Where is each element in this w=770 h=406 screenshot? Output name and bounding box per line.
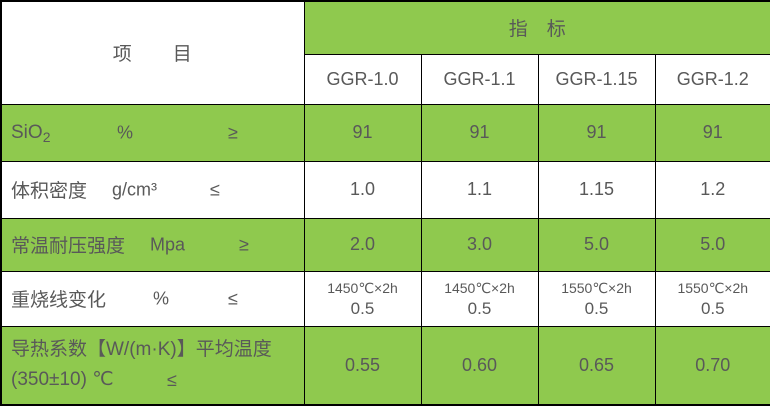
condition-text: 1450℃×2h xyxy=(305,279,421,298)
unit-label: Mpa xyxy=(150,234,185,255)
grade-header-ggr-1.15: GGR-1.15 xyxy=(538,54,655,104)
row-name: 重烧线变化 xyxy=(11,290,106,311)
value-cell: 1.1 xyxy=(421,161,538,218)
relation-symbol: ≤ xyxy=(210,179,220,200)
value-cell: 91 xyxy=(538,104,655,161)
value-cell: 1450℃×2h 0.5 xyxy=(421,271,538,326)
unit-label: % xyxy=(117,122,133,143)
value-cell: 1.15 xyxy=(538,161,655,218)
condition-value: 0.5 xyxy=(422,298,538,319)
value-cell: 1550℃×2h 0.5 xyxy=(655,271,770,326)
table-row-thermal-conductivity: 导热系数【W/(m·K)】平均温度 (350±10) ℃ ≤ 0.55 0.60… xyxy=(1,326,770,405)
value-cell: 91 xyxy=(304,104,421,161)
indicator-header-cell: 指 标 xyxy=(304,1,770,54)
value-cell: 5.0 xyxy=(655,218,770,271)
relation-symbol: ≤ xyxy=(167,365,177,395)
relation-symbol: ≤ xyxy=(228,288,238,309)
unit-label: % xyxy=(153,288,169,309)
unit-label: g/cm³ xyxy=(112,179,157,200)
grade-header-ggr-1.1: GGR-1.1 xyxy=(421,54,538,104)
relation-symbol: ≥ xyxy=(228,122,238,143)
value-cell: 0.55 xyxy=(304,326,421,405)
table-row-linear-change: 重烧线变化 % ≤ 1450℃×2h 0.5 1450℃×2h 0.5 1550… xyxy=(1,271,770,326)
value-cell: 3.0 xyxy=(421,218,538,271)
value-cell: 1.2 xyxy=(655,161,770,218)
row-name: SiO2 xyxy=(11,122,50,143)
condition-value: 0.5 xyxy=(656,298,770,319)
row-label-linear-change: 重烧线变化 % ≤ xyxy=(1,271,304,326)
value-cell: 1.0 xyxy=(304,161,421,218)
condition-text: 1450℃×2h xyxy=(422,279,538,298)
condition-value: 0.5 xyxy=(305,298,421,319)
value-cell: 0.60 xyxy=(421,326,538,405)
value-cell: 2.0 xyxy=(304,218,421,271)
row-label-density: 体积密度 g/cm³ ≤ xyxy=(1,161,304,218)
value-cell: 1450℃×2h 0.5 xyxy=(304,271,421,326)
grade-header-ggr-1.0: GGR-1.0 xyxy=(304,54,421,104)
table-row-strength: 常温耐压强度 Mpa ≥ 2.0 3.0 5.0 5.0 xyxy=(1,218,770,271)
condition-value: 0.5 xyxy=(539,298,655,319)
row-name-line2: (350±10) ℃ ≤ xyxy=(11,365,303,395)
row-label-thermal-conductivity: 导热系数【W/(m·K)】平均温度 (350±10) ℃ ≤ xyxy=(1,326,304,405)
grade-header-ggr-1.2: GGR-1.2 xyxy=(655,54,770,104)
relation-symbol: ≥ xyxy=(239,234,249,255)
row-name: 体积密度 xyxy=(11,181,87,202)
subscript: 2 xyxy=(43,129,51,145)
value-cell: 0.70 xyxy=(655,326,770,405)
value-cell: 91 xyxy=(421,104,538,161)
row-name: 常温耐压强度 xyxy=(11,236,125,257)
value-cell: 5.0 xyxy=(538,218,655,271)
condition-text: 1550℃×2h xyxy=(656,279,770,298)
row-name-line1: 导热系数【W/(m·K)】平均温度 xyxy=(11,335,303,365)
value-cell: 1550℃×2h 0.5 xyxy=(538,271,655,326)
value-cell: 91 xyxy=(655,104,770,161)
table-row-density: 体积密度 g/cm³ ≤ 1.0 1.1 1.15 1.2 xyxy=(1,161,770,218)
value-cell: 0.65 xyxy=(538,326,655,405)
table-row-sio2: SiO2 % ≥ 91 91 91 91 xyxy=(1,104,770,161)
item-header-cell: 项 目 xyxy=(1,1,304,104)
row-label-sio2: SiO2 % ≥ xyxy=(1,104,304,161)
row-label-strength: 常温耐压强度 Mpa ≥ xyxy=(1,218,304,271)
condition-text: 1550℃×2h xyxy=(539,279,655,298)
